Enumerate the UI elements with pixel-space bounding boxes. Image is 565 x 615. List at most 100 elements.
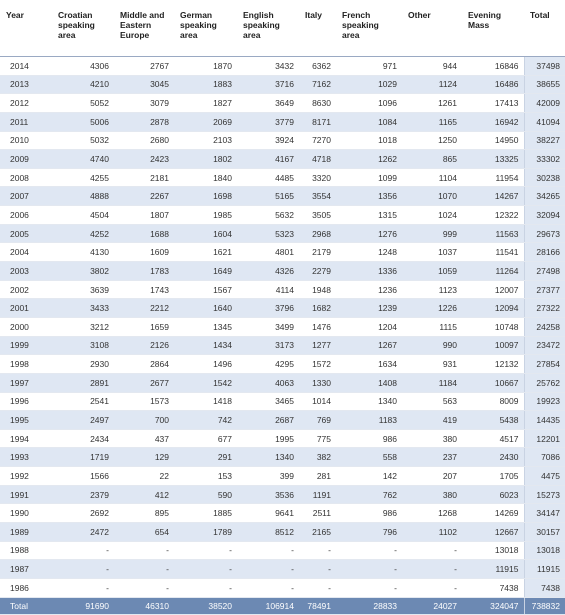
cell: 1883	[174, 75, 237, 95]
row-label: 1992	[0, 466, 52, 486]
cell: 1059	[402, 261, 462, 281]
cell: -	[237, 559, 299, 579]
cell: 677	[174, 429, 237, 449]
table-row: 1994 2434 437 677 1995 775 986 380 4517 12201	[0, 429, 565, 449]
cell: 2069	[174, 112, 237, 132]
cell: 27854	[523, 354, 565, 374]
cell: 237	[402, 447, 462, 468]
cell: 4252	[52, 224, 114, 244]
cell: 3499	[237, 317, 299, 337]
cell: 3639	[52, 280, 114, 300]
row-label: 2000	[0, 317, 52, 337]
row-label: 2008	[0, 168, 52, 188]
cell: 2472	[52, 522, 114, 542]
cell: -	[336, 541, 402, 561]
row-label: 1990	[0, 503, 52, 524]
cell: 1268	[402, 503, 462, 524]
row-label: 2001	[0, 298, 52, 318]
cell: 34265	[523, 186, 565, 207]
cell: 2181	[114, 168, 174, 188]
cell: 1262	[336, 149, 402, 169]
table-row: 2003 3802 1783 1649 4326 2279 1336 1059 11264 274…	[0, 261, 565, 281]
cell: 11563	[462, 224, 524, 244]
row-label: 1986	[0, 578, 52, 598]
cell: 41094	[523, 112, 565, 132]
cell: 796	[336, 522, 402, 542]
cell: 1104	[402, 168, 462, 188]
cell: 3649	[237, 93, 299, 113]
cell: 1649	[174, 261, 237, 281]
cell: 1276	[336, 224, 402, 244]
cell: 27498	[523, 261, 565, 281]
cell: 2930	[52, 354, 114, 374]
cell: 1719	[52, 447, 114, 468]
cell: 4167	[237, 149, 299, 169]
cell: 106914	[237, 597, 299, 615]
cell: 1885	[174, 503, 237, 524]
cell: 2423	[114, 149, 174, 169]
row-label: 1994	[0, 429, 52, 449]
cell: 1985	[174, 205, 237, 225]
cell: 13018	[462, 541, 524, 561]
cell: 1356	[336, 186, 402, 207]
cell: 1476	[299, 317, 336, 337]
cell: 91690	[52, 597, 114, 615]
cell: 1698	[174, 186, 237, 207]
column-header: Year	[0, 0, 52, 57]
cell: 10667	[462, 373, 524, 393]
cell: 1165	[402, 112, 462, 132]
row-label: 2007	[0, 186, 52, 207]
cell: 1827	[174, 93, 237, 113]
table-row: 1993 1719 129 291 1340 382 558 237 2430 7086	[0, 447, 565, 468]
cell: 1688	[114, 224, 174, 244]
row-label: 2011	[0, 112, 52, 132]
cell: 7438	[523, 578, 565, 598]
cell: 738832	[523, 597, 565, 615]
cell: 23472	[523, 336, 565, 356]
cell: 142	[336, 466, 402, 486]
cell: 2379	[52, 485, 114, 505]
cell: 1029	[336, 75, 402, 95]
cell: 46310	[114, 597, 174, 615]
cell: 3173	[237, 336, 299, 356]
cell: 1037	[402, 242, 462, 263]
cell: 1340	[336, 392, 402, 412]
cell: 5032	[52, 131, 114, 151]
cell: 11954	[462, 168, 524, 188]
cell: 1621	[174, 242, 237, 263]
table-row: 1998 2930 2864 1496 4295 1572 1634 931 12132 2785…	[0, 354, 565, 374]
cell: 990	[402, 336, 462, 356]
cell: 16486	[462, 75, 524, 95]
table-row: 2014 4306 2767 1870 3432 6362 971 944 16846 37498	[0, 56, 565, 76]
cell: 1345	[174, 317, 237, 337]
cell: 2864	[114, 354, 174, 374]
cell: 16942	[462, 112, 524, 132]
table-row: Total 91690 46310 38520 106914 78491 28833 2402…	[0, 597, 565, 615]
cell: 3924	[237, 131, 299, 151]
cell: -	[174, 541, 237, 561]
row-label: 1987	[0, 559, 52, 579]
cell: 3432	[237, 56, 299, 76]
cell: 986	[336, 503, 402, 524]
table-row: 2006 4504 1807 1985 5632 3505 1315 1024 12322 320…	[0, 205, 565, 225]
cell: 1115	[402, 317, 462, 337]
table-row: 2001 3433 2212 1640 3796 1682 1239 1226 12094 273…	[0, 298, 565, 318]
cell: 24258	[523, 317, 565, 337]
table-row: 1996 2541 1573 1418 3465 1014 1340 563 8009 19923	[0, 392, 565, 412]
cell: 3796	[237, 298, 299, 318]
cell: -	[174, 578, 237, 598]
cell: 1248	[336, 242, 402, 263]
cell: 2891	[52, 373, 114, 393]
cell: 32094	[523, 205, 565, 225]
cell: 2692	[52, 503, 114, 524]
cell: 1191	[299, 485, 336, 505]
column-header: Total	[524, 0, 565, 57]
cell: 7086	[523, 447, 565, 468]
cell: 1099	[336, 168, 402, 188]
cell: 5438	[462, 410, 524, 430]
cell: 19923	[523, 392, 565, 412]
cell: -	[299, 578, 336, 598]
column-header: Evening Mass	[462, 0, 524, 57]
cell: -	[114, 559, 174, 579]
cell: 971	[336, 56, 402, 76]
